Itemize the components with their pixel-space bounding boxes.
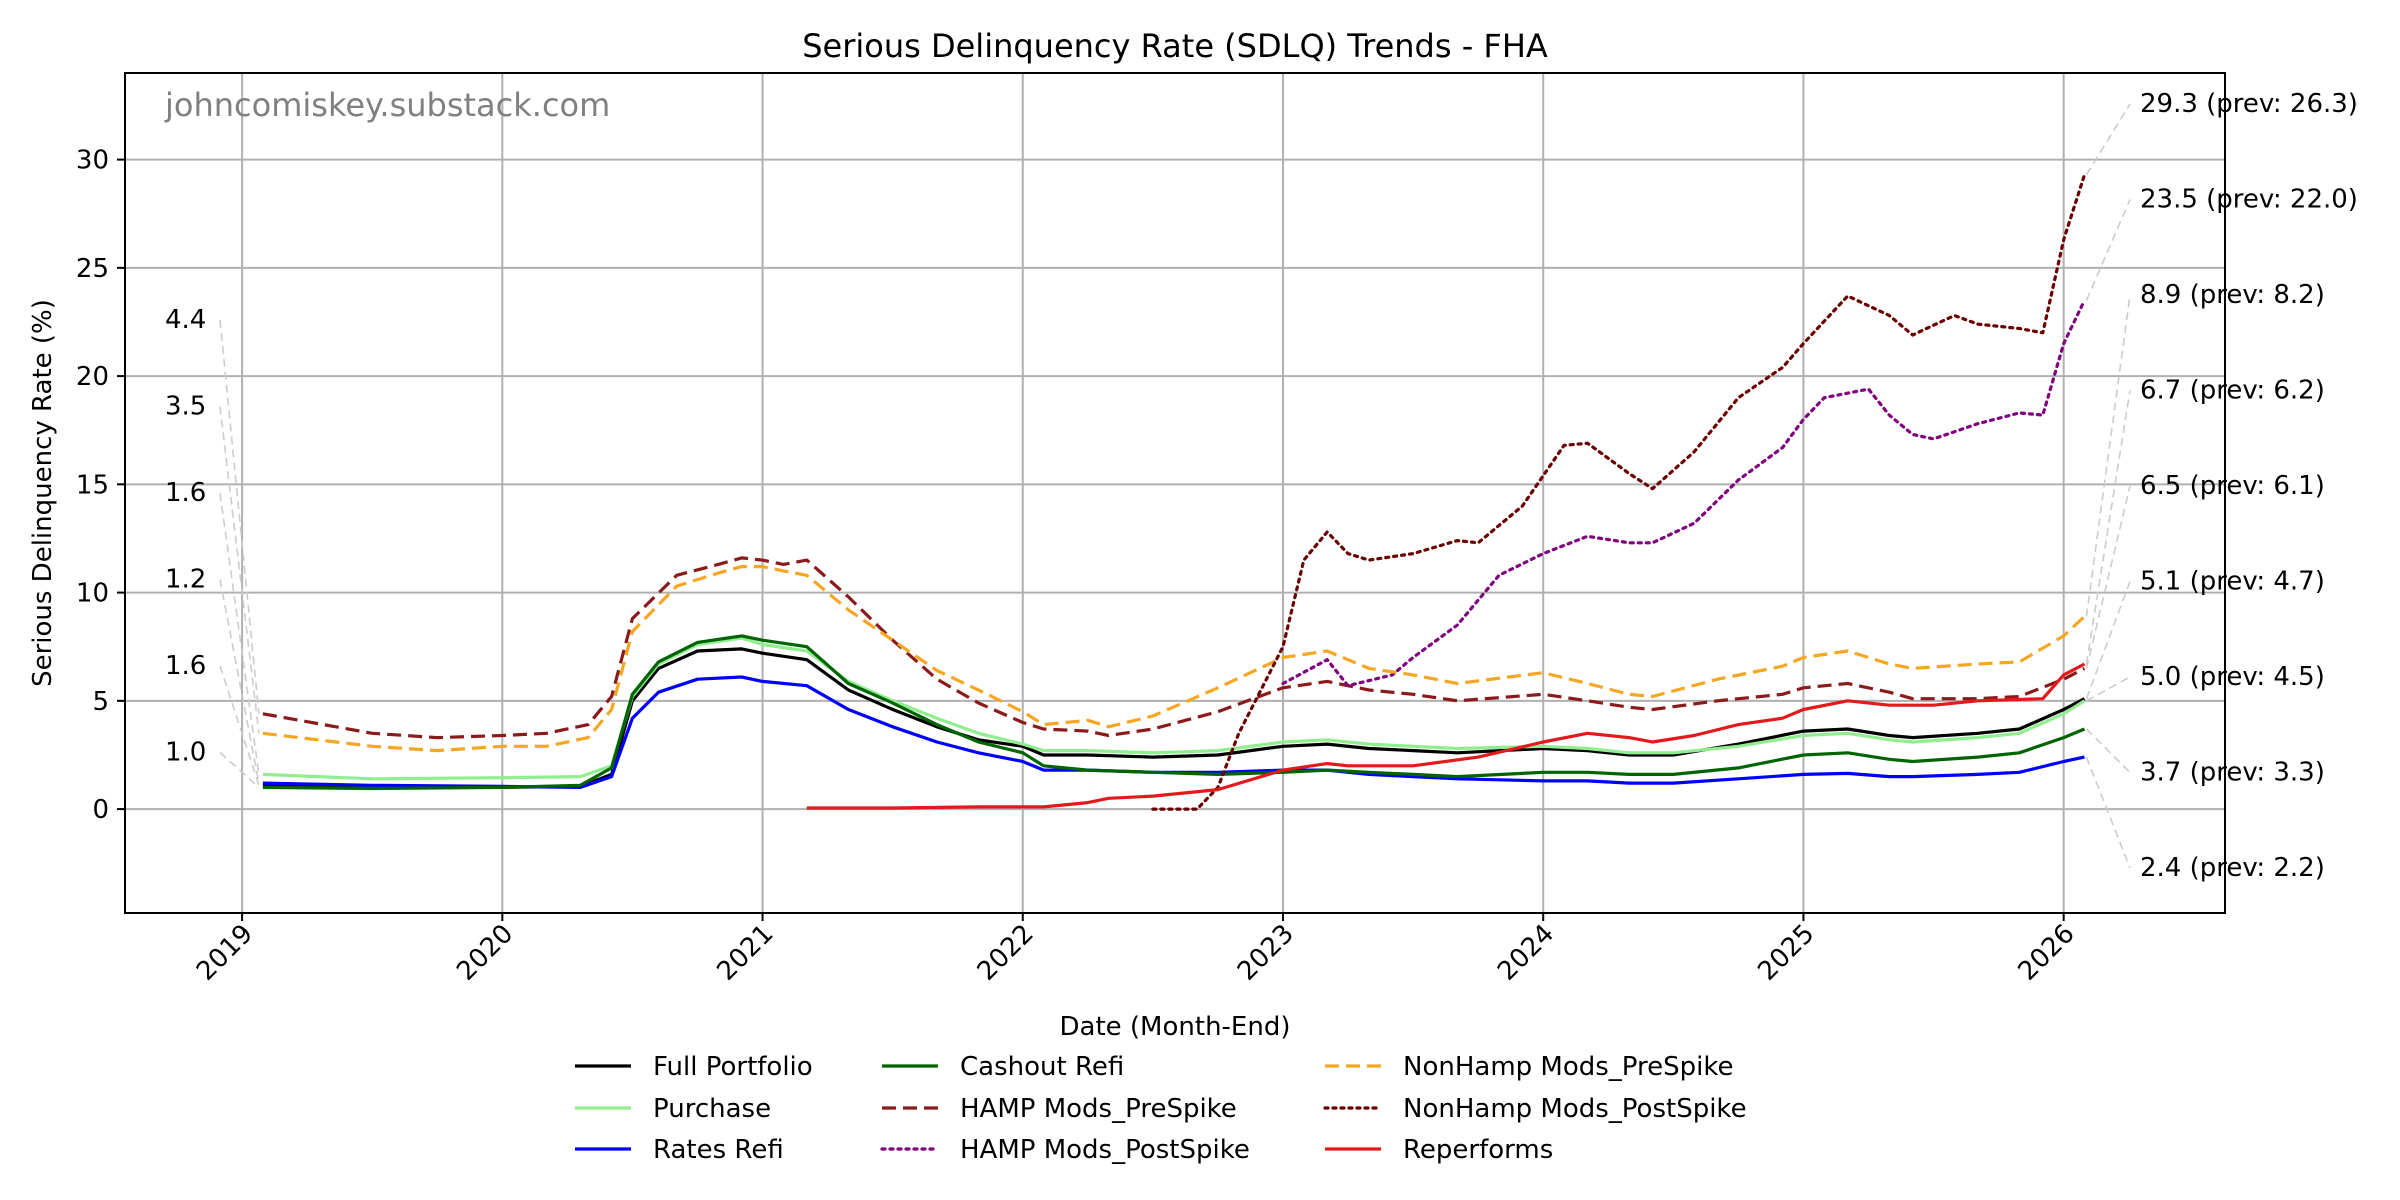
end-label-leader bbox=[2085, 103, 2131, 176]
start-label-nonhamp-mods-prespike: 3.5 bbox=[165, 392, 206, 422]
start-label-leader bbox=[219, 319, 260, 714]
plot-frame bbox=[124, 72, 2226, 914]
x-axis-label: Date (Month-End) bbox=[1060, 1012, 1291, 1042]
series-line-nonhamp-mods-prespike bbox=[262, 564, 2086, 753]
start-label-rates-refi: 1.2 bbox=[165, 565, 206, 595]
legend-label-cashout-refi[interactable]: Cashout Refi bbox=[960, 1052, 1124, 1082]
end-label-reperforms: 6.7 (prev: 6.2) bbox=[2140, 376, 2325, 406]
chart-title: Serious Delinquency Rate (SDLQ) Trends -… bbox=[802, 27, 1548, 65]
series-line-hamp-mods-postspike bbox=[1281, 298, 2087, 688]
legend-label-hamp-mods-postspike[interactable]: HAMP Mods_PostSpike bbox=[960, 1135, 1250, 1165]
start-label-leader bbox=[219, 579, 260, 784]
y-tick-label: 30 bbox=[76, 146, 109, 176]
end-label-leader bbox=[2085, 756, 2131, 869]
series-line-reperforms bbox=[806, 662, 2086, 810]
legend-label-reperforms[interactable]: Reperforms bbox=[1403, 1135, 1553, 1165]
end-label-leader bbox=[2085, 728, 2131, 774]
start-label-cashout-refi: 1.0 bbox=[165, 738, 206, 768]
y-tick-label: 10 bbox=[76, 579, 109, 609]
y-tick-label: 5 bbox=[92, 687, 109, 717]
y-tick-label: 20 bbox=[76, 362, 109, 392]
end-label-leader bbox=[2085, 581, 2131, 699]
series-lines bbox=[262, 173, 2087, 811]
grid bbox=[125, 73, 2225, 913]
end-label-hamp-mods-prespike: 6.5 (prev: 6.1) bbox=[2140, 471, 2325, 501]
end-label-full-portfolio: 5.1 (prev: 4.7) bbox=[2140, 567, 2325, 597]
start-label-purchase: 1.6 bbox=[165, 478, 206, 508]
start-label-leader bbox=[219, 665, 260, 786]
end-label-leader bbox=[2085, 485, 2131, 669]
start-label-leader bbox=[219, 406, 260, 734]
end-label-purchase: 5.0 (prev: 4.5) bbox=[2140, 662, 2325, 692]
start-label-leader bbox=[219, 751, 260, 789]
legend-label-nonhamp-mods-postspike[interactable]: NonHamp Mods_PostSpike bbox=[1403, 1094, 1747, 1124]
y-axis-label: Serious Delinquency Rate (%) bbox=[28, 299, 58, 687]
series-line-purchase bbox=[262, 636, 2086, 781]
end-label-nonhamp-mods-postspike: 29.3 (prev: 26.3) bbox=[2140, 89, 2358, 119]
legend-label-rates-refi[interactable]: Rates Refi bbox=[653, 1135, 784, 1165]
end-label-leader bbox=[2085, 199, 2131, 301]
series-line-hamp-mods-prespike bbox=[262, 556, 2086, 740]
end-label-cashout-refi: 3.7 (prev: 3.3) bbox=[2140, 758, 2325, 788]
end-label-leader bbox=[2085, 294, 2131, 617]
legend[interactable]: Full Portfolio Purchase Rates Refi Cashout … bbox=[575, 1052, 1747, 1165]
start-label-leader bbox=[219, 492, 260, 775]
end-label-nonhamp-mods-prespike: 8.9 (prev: 8.2) bbox=[2140, 280, 2325, 310]
y-tick-label: 0 bbox=[92, 795, 109, 825]
series-line-cashout-refi bbox=[262, 634, 2086, 791]
legend-label-nonhamp-mods-prespike[interactable]: NonHamp Mods_PreSpike bbox=[1403, 1052, 1734, 1082]
y-tick-label: 25 bbox=[76, 254, 109, 284]
y-tick-label: 15 bbox=[76, 470, 109, 500]
end-label-leader bbox=[2085, 390, 2131, 665]
series-line-full-portfolio bbox=[262, 647, 2086, 790]
start-label-hamp-mods-prespike: 4.4 bbox=[165, 305, 206, 335]
end-label-leader bbox=[2086, 676, 2131, 702]
start-label-full-portfolio: 1.6 bbox=[165, 651, 206, 681]
legend-label-hamp-mods-prespike[interactable]: HAMP Mods_PreSpike bbox=[960, 1094, 1237, 1124]
legend-label-full-portfolio[interactable]: Full Portfolio bbox=[653, 1052, 813, 1082]
watermark: johncomiskey.substack.com bbox=[164, 86, 610, 124]
value-labels: 29.3 (prev: 26.3) 23.5 (prev: 22.0) 8.9 (p… bbox=[165, 89, 2358, 883]
end-label-rates-refi: 2.4 (prev: 2.2) bbox=[2140, 853, 2325, 883]
legend-label-purchase[interactable]: Purchase bbox=[653, 1094, 771, 1124]
end-label-hamp-mods-postspike: 23.5 (prev: 22.0) bbox=[2140, 185, 2358, 215]
series-line-nonhamp-mods-postspike bbox=[1151, 173, 2087, 811]
